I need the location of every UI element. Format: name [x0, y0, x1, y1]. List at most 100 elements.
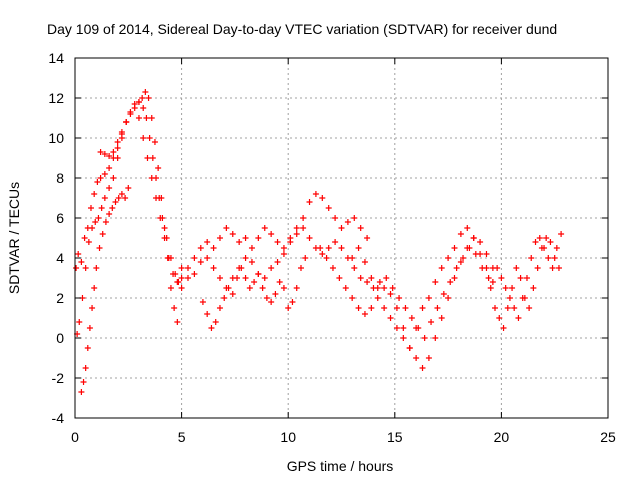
y-tick-label: 14: [48, 50, 64, 66]
data-point: [255, 235, 262, 241]
data-point: [80, 379, 87, 385]
data-point: [368, 305, 375, 311]
grid-lines: [75, 58, 608, 418]
chart-title: Day 109 of 2014, Sidereal Day-to-day VTE…: [47, 21, 557, 37]
data-point: [248, 245, 255, 251]
data-point: [541, 245, 548, 251]
data-point: [268, 265, 275, 271]
data-point: [413, 355, 420, 361]
data-point: [464, 245, 471, 251]
data-point: [251, 279, 258, 285]
data-point: [549, 265, 556, 271]
data-point: [84, 345, 91, 351]
data-point: [131, 105, 138, 111]
data-point: [144, 155, 151, 161]
series-track-5: [135, 115, 371, 285]
data-point: [114, 155, 121, 161]
data-point: [191, 271, 198, 277]
data-point: [82, 265, 89, 271]
data-point: [361, 259, 368, 265]
data-point: [248, 259, 255, 265]
data-point: [86, 325, 93, 331]
data-point: [506, 295, 513, 301]
data-point: [451, 245, 458, 251]
data-point: [114, 139, 121, 145]
data-point: [325, 205, 332, 211]
data-point: [336, 275, 343, 281]
data-point: [97, 175, 104, 181]
data-point: [396, 295, 403, 301]
data-point: [487, 285, 494, 291]
data-point: [225, 285, 232, 291]
data-point: [393, 325, 400, 331]
data-point: [148, 115, 155, 121]
data-point: [115, 195, 122, 201]
data-point: [428, 319, 435, 325]
series-track-1: [73, 99, 185, 291]
y-tick-label: 4: [56, 250, 64, 266]
data-point: [351, 265, 358, 271]
data-point: [319, 195, 326, 201]
data-point: [199, 299, 206, 305]
data-point: [329, 265, 336, 271]
data-point: [135, 115, 142, 121]
data-point: [118, 129, 125, 135]
data-point: [357, 275, 364, 281]
data-point: [280, 251, 287, 257]
data-point: [526, 305, 533, 311]
data-point: [151, 139, 158, 145]
data-point: [204, 239, 211, 245]
y-tick-label: 6: [56, 210, 64, 226]
data-point: [400, 325, 407, 331]
data-point: [246, 285, 253, 291]
y-tick-label: 12: [48, 90, 64, 106]
x-tick-label: 25: [600, 429, 616, 445]
data-point: [259, 285, 266, 291]
data-point: [438, 315, 445, 321]
data-point: [492, 305, 499, 311]
data-point: [293, 225, 300, 231]
data-point: [118, 135, 125, 141]
data-point: [274, 239, 281, 245]
y-tick-label: 2: [56, 290, 64, 306]
data-point: [174, 279, 181, 285]
data-point: [445, 295, 452, 301]
data-point: [242, 255, 249, 261]
series-track-6: [178, 225, 492, 341]
data-point: [528, 255, 535, 261]
data-point: [82, 365, 89, 371]
data-point: [170, 271, 177, 277]
data-point: [447, 279, 454, 285]
data-point: [184, 275, 191, 281]
data-point: [306, 235, 313, 241]
data-point: [285, 305, 292, 311]
data-point: [504, 305, 511, 311]
data-point: [419, 365, 426, 371]
data-point: [184, 265, 191, 271]
data-point: [95, 215, 102, 221]
x-tick-label: 10: [280, 429, 296, 445]
data-point: [208, 325, 215, 331]
data-point: [178, 275, 185, 281]
data-point: [445, 255, 452, 261]
data-point: [75, 251, 82, 257]
data-point: [81, 235, 88, 241]
data-point: [515, 315, 522, 321]
data-point: [148, 175, 155, 181]
data-point: [361, 311, 368, 317]
data-point: [114, 145, 121, 151]
data-point: [483, 265, 490, 271]
data-point: [280, 245, 287, 251]
data-point: [272, 291, 279, 297]
data-point: [76, 319, 83, 325]
data-point: [319, 251, 326, 257]
series-track-4: [97, 119, 130, 159]
data-point: [509, 285, 516, 291]
data-point: [534, 265, 541, 271]
y-tick-label: 0: [56, 330, 64, 346]
data-point: [432, 335, 439, 341]
data-point: [425, 355, 432, 361]
data-point: [145, 95, 152, 101]
data-point: [376, 279, 383, 285]
data-point: [210, 265, 217, 271]
